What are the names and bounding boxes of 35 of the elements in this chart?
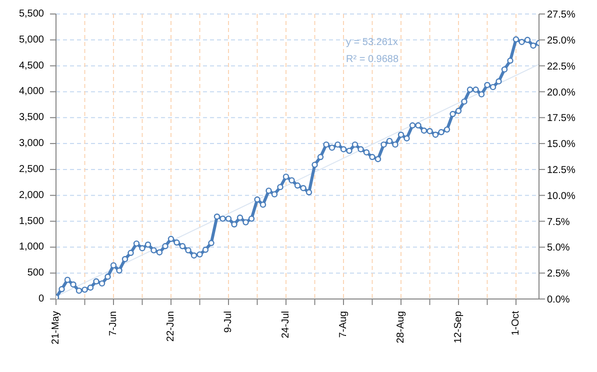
y-tick-label: 5,000 <box>18 34 44 46</box>
y2-tick-label: 0.0% <box>547 294 570 306</box>
y-tick-label: 1,000 <box>18 242 44 253</box>
x-tick-label: 1-Oct <box>510 310 522 336</box>
x-tick-label: 12-Sep <box>453 310 464 344</box>
y-tick-label: 3,000 <box>18 138 44 150</box>
y2-tick-label: 10.0% <box>547 190 576 202</box>
y-tick-label: 4,000 <box>18 86 44 98</box>
y2-tick-label: 2.5% <box>547 268 570 280</box>
x-tick-label: 7-Jun <box>108 311 119 336</box>
y2-tick-label: 5.0% <box>547 242 570 254</box>
y2-tick-label: 12.5% <box>547 165 576 176</box>
y2-tick-label: 22.5% <box>547 61 576 72</box>
x-tick-label: 21-May <box>50 311 62 344</box>
annotation: y = 53.261x <box>346 36 399 50</box>
y-tick-label: 3,500 <box>18 112 44 124</box>
x-tick-label: 7-Aug <box>338 311 349 338</box>
annotation: R² = 0.9688 <box>346 53 399 67</box>
y2-tick-label: 20.0% <box>547 87 576 98</box>
x-tick-label: 28-Aug <box>396 311 406 344</box>
y-tick-label: 1,500 <box>18 216 44 227</box>
y-tick-label: 500 <box>27 268 44 279</box>
x-tick-label: 9-Jul <box>223 311 234 333</box>
y2-tick-label: 25.0% <box>547 35 576 46</box>
x-tick-label: 24-Jul <box>280 311 292 338</box>
y2-tick-label: 15.0% <box>547 139 576 150</box>
x-tick-label: 22-Jun <box>166 311 176 342</box>
y2-tick-label: 7.5% <box>547 216 570 228</box>
y-tick-label: 5,500 <box>18 8 44 20</box>
y-tick-label: 2,500 <box>18 164 44 175</box>
y2-tick-label: 27.5% <box>547 10 576 21</box>
y-tick-label: 2,000 <box>18 190 44 201</box>
y2-tick-label: 17.5% <box>547 113 576 124</box>
y-tick-label: 4,500 <box>18 60 44 72</box>
y-tick-label: 0 <box>38 294 44 304</box>
